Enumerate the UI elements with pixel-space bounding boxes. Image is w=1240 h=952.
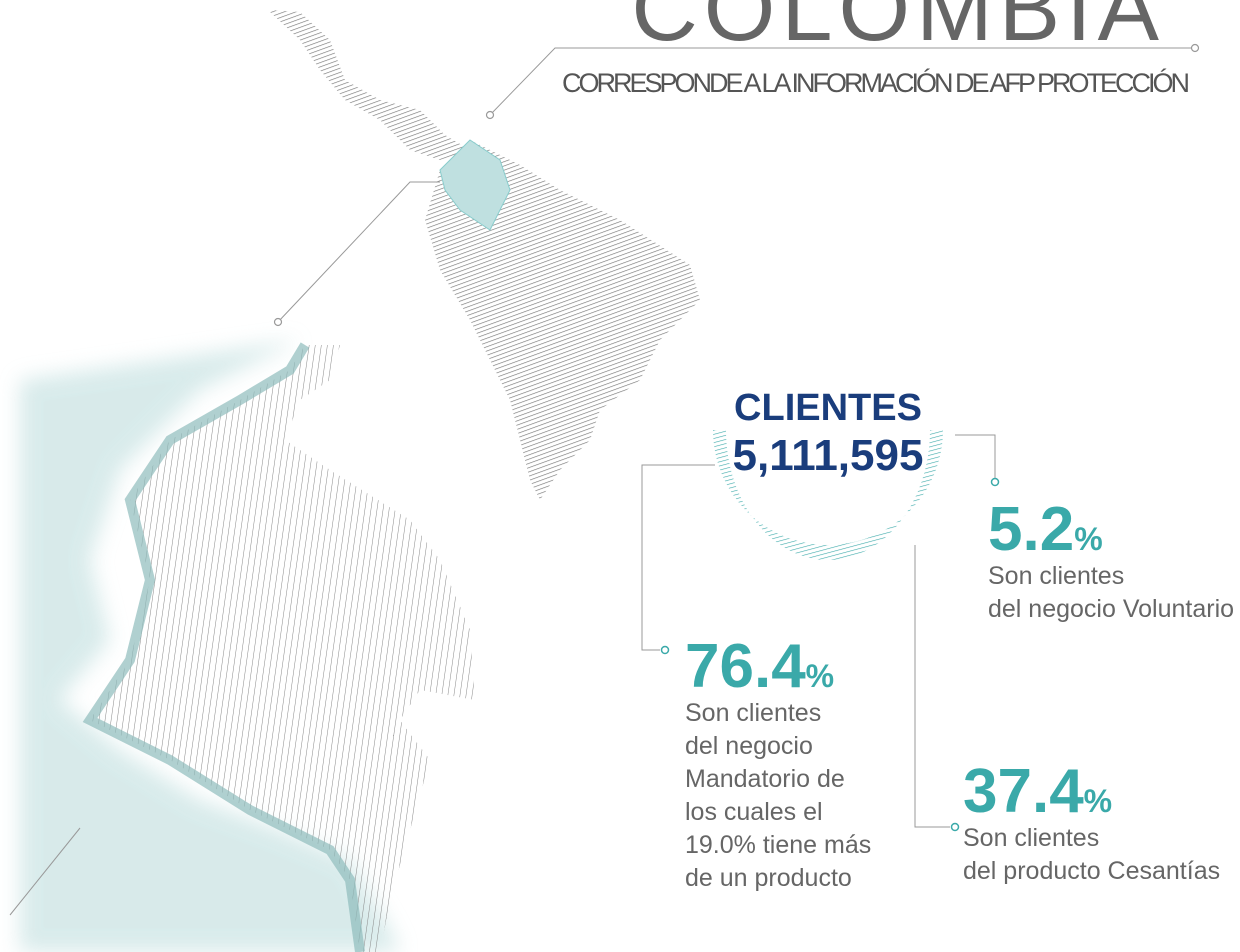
subtitle: CORRESPONDE A LA INFORMACIÓN DE AFP PROT… [562, 67, 1190, 98]
stat-text: del producto Cesantías [963, 857, 1220, 885]
stat-text: del negocio Voluntario [988, 595, 1234, 623]
stat-value: 5.2% [988, 495, 1103, 564]
stat-text: Son clientes [685, 699, 821, 727]
americas-map [268, 10, 700, 500]
stat-unit: % [806, 658, 834, 694]
stat-number: 5.2 [988, 495, 1074, 564]
stat-text: de un producto [685, 864, 852, 892]
stat-unit: % [1074, 521, 1102, 557]
stat-text: 19.0% tiene más [685, 831, 871, 859]
colombia-map [20, 340, 475, 952]
stat-text: los cuales el [685, 798, 823, 826]
stat-unit: % [1084, 783, 1112, 819]
connectors [9, 43, 1200, 916]
stat-value: 76.4% [685, 632, 834, 701]
stat-text: Mandatorio de [685, 765, 845, 793]
clients-label: CLIENTES [734, 387, 922, 429]
stat-text: Son clientes [963, 824, 1099, 852]
title: COLOMBIA [631, 0, 1165, 60]
stat-number: 76.4 [685, 632, 806, 701]
clients-total: 5,111,595 [733, 431, 924, 480]
stat-number: 37.4 [963, 757, 1084, 826]
stat-text: del negocio [685, 732, 813, 760]
stat-text: Son clientes [988, 562, 1124, 590]
stat-value: 37.4% [963, 757, 1112, 826]
